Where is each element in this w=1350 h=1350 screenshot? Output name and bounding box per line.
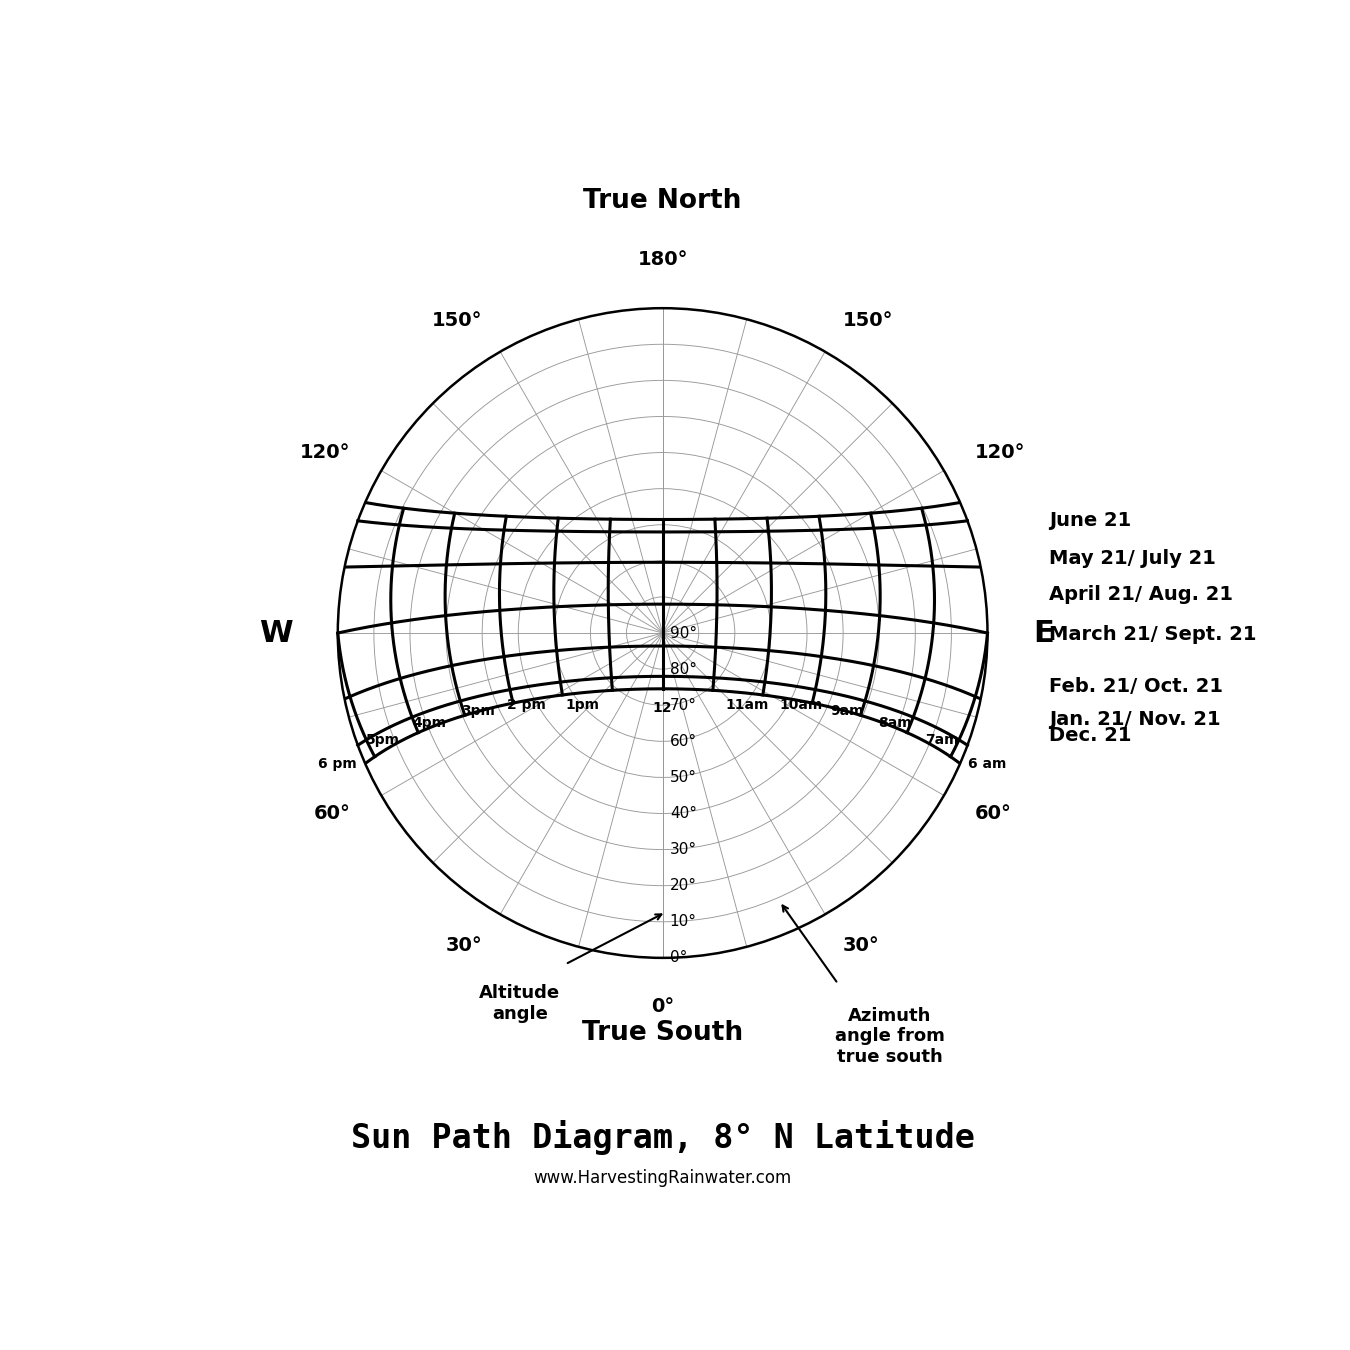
Text: April 21/ Aug. 21: April 21/ Aug. 21 bbox=[1049, 585, 1233, 603]
Text: 20°: 20° bbox=[670, 879, 697, 894]
Text: 120°: 120° bbox=[300, 443, 351, 462]
Text: 30°: 30° bbox=[842, 936, 880, 954]
Text: 40°: 40° bbox=[670, 806, 697, 821]
Text: 6 pm: 6 pm bbox=[319, 757, 356, 771]
Text: 10°: 10° bbox=[670, 914, 697, 929]
Text: 30°: 30° bbox=[446, 936, 482, 954]
Text: 4pm: 4pm bbox=[413, 716, 447, 730]
Text: True South: True South bbox=[582, 1019, 744, 1046]
Text: 8am: 8am bbox=[879, 716, 913, 730]
Text: 12: 12 bbox=[653, 701, 672, 716]
Text: 6 am: 6 am bbox=[968, 757, 1007, 771]
Text: Altitude
angle: Altitude angle bbox=[479, 984, 560, 1023]
Text: 7am: 7am bbox=[925, 733, 958, 747]
Text: 120°: 120° bbox=[975, 443, 1026, 462]
Text: W: W bbox=[259, 618, 293, 648]
Text: 1pm: 1pm bbox=[566, 698, 599, 711]
Text: 60°: 60° bbox=[670, 734, 697, 749]
Text: 10am: 10am bbox=[779, 698, 822, 713]
Text: 80°: 80° bbox=[670, 662, 697, 676]
Text: 0°: 0° bbox=[670, 950, 687, 965]
Text: 0°: 0° bbox=[651, 996, 674, 1015]
Text: E: E bbox=[1033, 618, 1054, 648]
Text: 30°: 30° bbox=[670, 842, 697, 857]
Text: True North: True North bbox=[583, 188, 743, 213]
Text: 9am: 9am bbox=[830, 705, 864, 718]
Text: Azimuth
angle from
true south: Azimuth angle from true south bbox=[836, 1007, 945, 1066]
Text: 150°: 150° bbox=[432, 312, 482, 331]
Text: 50°: 50° bbox=[670, 769, 697, 784]
Text: 60°: 60° bbox=[975, 803, 1011, 822]
Text: Sun Path Diagram, 8° N Latitude: Sun Path Diagram, 8° N Latitude bbox=[351, 1120, 975, 1156]
Text: 150°: 150° bbox=[842, 312, 894, 331]
Text: Jan. 21/ Nov. 21: Jan. 21/ Nov. 21 bbox=[1049, 710, 1220, 729]
Text: www.HarvestingRainwater.com: www.HarvestingRainwater.com bbox=[533, 1169, 791, 1187]
Text: 180°: 180° bbox=[637, 250, 688, 269]
Text: Feb. 21/ Oct. 21: Feb. 21/ Oct. 21 bbox=[1049, 678, 1223, 697]
Text: 2 pm: 2 pm bbox=[508, 698, 545, 713]
Text: 3pm: 3pm bbox=[462, 705, 495, 718]
Text: June 21: June 21 bbox=[1049, 512, 1131, 531]
Text: March 21/ Sept. 21: March 21/ Sept. 21 bbox=[1049, 625, 1257, 644]
Text: 90°: 90° bbox=[670, 625, 697, 640]
Text: 11am: 11am bbox=[726, 698, 770, 711]
Text: 5pm: 5pm bbox=[366, 733, 400, 747]
Text: Dec. 21: Dec. 21 bbox=[1049, 726, 1131, 745]
Text: 60°: 60° bbox=[313, 803, 351, 822]
Text: May 21/ July 21: May 21/ July 21 bbox=[1049, 549, 1216, 568]
Text: 70°: 70° bbox=[670, 698, 697, 713]
